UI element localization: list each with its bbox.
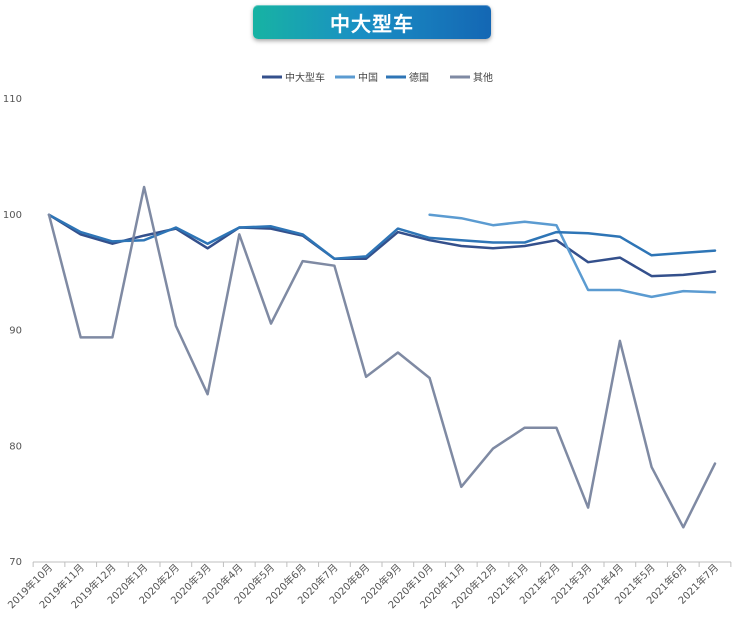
y-tick-label: 70 (9, 557, 22, 568)
legend-label-2: 德国 (409, 71, 429, 84)
series-line-0 (47, 213, 717, 278)
y-tick-label: 100 (3, 210, 22, 221)
y-axis: 70 80 90 100 110 (3, 94, 22, 568)
series-line-1 (428, 213, 717, 299)
x-axis: 2019年10月2019年11月2019年12月2020年1月2020年2月20… (5, 561, 732, 611)
legend-label-3: 其他 (473, 71, 493, 84)
y-tick-label: 110 (3, 94, 22, 105)
series-line-3 (47, 185, 717, 529)
series-line-2 (47, 213, 717, 260)
y-tick-label: 90 (9, 326, 22, 337)
legend: 中大型车 中国 德国 其他 (262, 71, 493, 84)
series-layer (47, 185, 717, 529)
chart-title: 中大型车 (253, 5, 491, 39)
legend-label-1: 中国 (358, 71, 378, 84)
legend-label-0: 中大型车 (285, 71, 325, 84)
y-tick-label: 80 (9, 441, 22, 452)
